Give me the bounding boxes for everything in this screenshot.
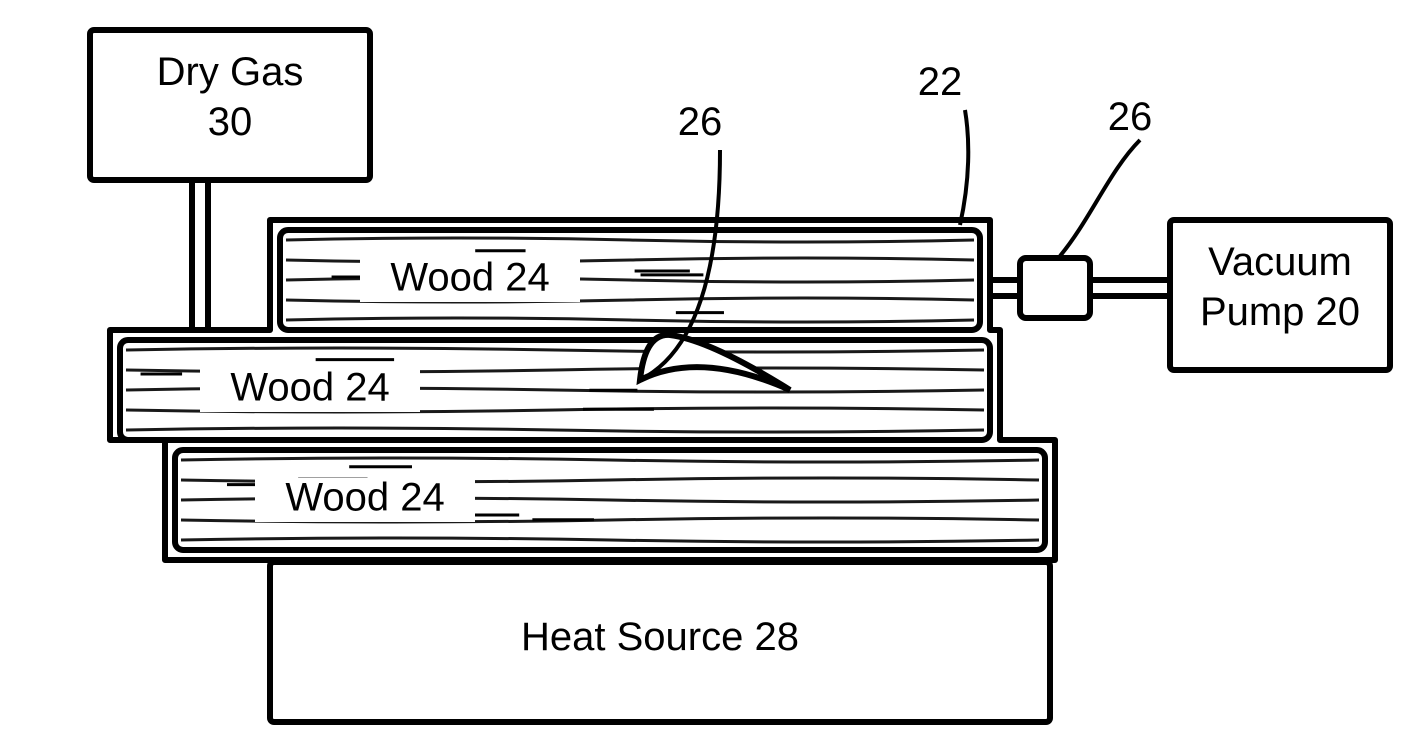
- vacuum-label-2: Pump 20: [1200, 290, 1360, 334]
- ref-26-outer-leader: [1060, 140, 1140, 256]
- wood-label-1: Wood 24: [390, 256, 549, 300]
- heat-source-label: Heat Source 28: [521, 615, 799, 659]
- vacuum-label-1: Vacuum: [1208, 240, 1352, 284]
- wood-label-3: Wood 24: [285, 476, 444, 520]
- ref-22: 22: [918, 60, 963, 104]
- ref-26-inner: 26: [678, 100, 723, 144]
- ref-22-leader: [960, 110, 968, 225]
- wood-label-2: Wood 24: [230, 366, 389, 410]
- connector-block: [1020, 258, 1090, 318]
- dry-gas-label-2: 30: [208, 100, 253, 144]
- dry-gas-label-1: Dry Gas: [157, 50, 304, 94]
- ref-26-outer: 26: [1108, 95, 1153, 139]
